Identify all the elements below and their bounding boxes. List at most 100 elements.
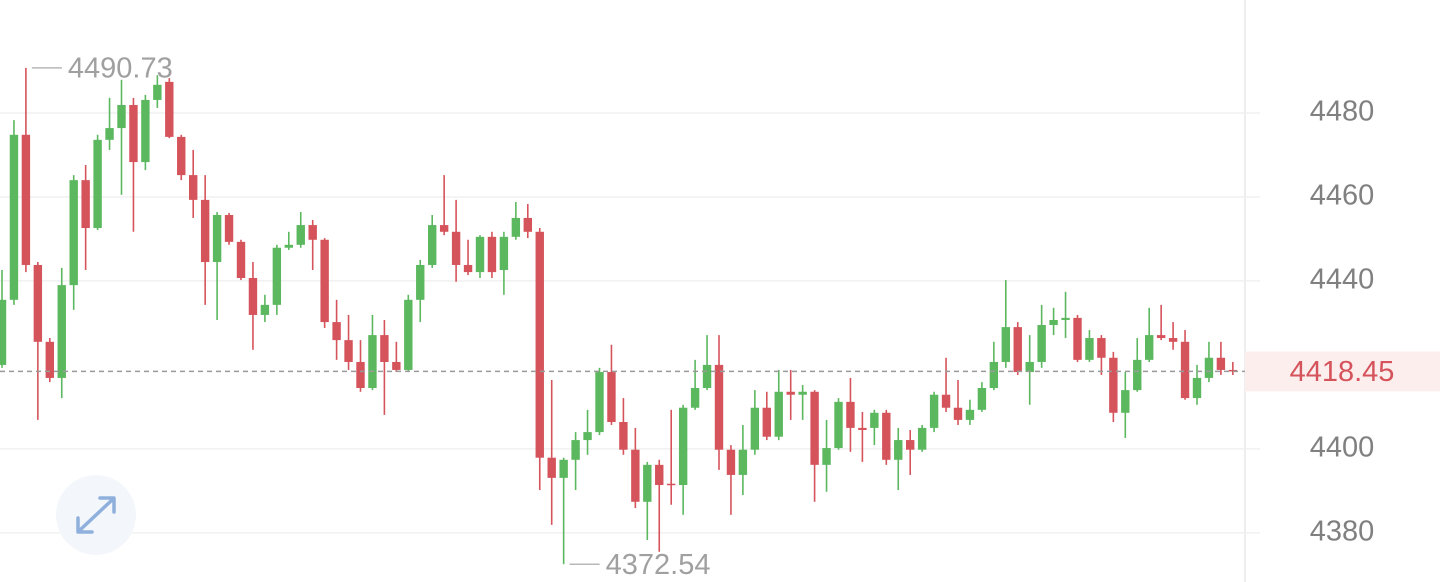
candle-body [439, 225, 449, 232]
candle-body [1097, 338, 1106, 358]
candle-body [1145, 335, 1154, 360]
candle-body [1061, 317, 1070, 320]
candle-body [200, 199, 210, 263]
candle-body [1037, 325, 1046, 362]
candle-body [428, 225, 437, 265]
candle-body [906, 440, 915, 450]
candle-body [1013, 327, 1022, 373]
candle-body [667, 483, 676, 486]
candle-body [248, 277, 258, 315]
candle-body [153, 84, 162, 100]
candle-body [1204, 357, 1214, 378]
overlay: 4490.73 4372.54 4418.45 [0, 53, 1440, 581]
grid: 4380 4400 4440 4460 4480 [0, 96, 1374, 548]
candle-body [607, 372, 616, 423]
candle-body [762, 407, 771, 437]
candle-body [284, 244, 293, 248]
candle-body [368, 335, 377, 388]
candle-body [1216, 357, 1226, 370]
candle-body [595, 372, 604, 433]
candle-body [822, 448, 831, 465]
candle-body [105, 128, 114, 140]
candle-body [1001, 327, 1010, 362]
candle-body [559, 459, 568, 478]
expand-button[interactable] [56, 475, 136, 555]
candle-body [93, 139, 102, 229]
candle-body [583, 432, 592, 441]
candle-body [977, 388, 987, 410]
candle-body [380, 335, 389, 362]
candle-body [272, 247, 282, 305]
candle-body [917, 427, 927, 450]
candle-body [941, 394, 951, 408]
candle-body [1180, 341, 1190, 399]
candle-body [523, 217, 532, 232]
y-tick-label: 4440 [1310, 264, 1375, 296]
candle-body [631, 449, 640, 502]
candle-body [953, 407, 963, 420]
candle-body [798, 391, 807, 395]
candle-body [224, 214, 234, 242]
last-price-tag [1245, 351, 1440, 392]
candle-body [117, 104, 126, 129]
candle-body [177, 136, 186, 176]
candle-body [356, 361, 365, 388]
candle-body [786, 391, 795, 395]
candle-body [738, 449, 748, 475]
candle-body [726, 449, 736, 475]
candle-body [965, 409, 975, 420]
candle-body [129, 104, 138, 163]
candle-body [571, 440, 580, 460]
candle-body [535, 231, 544, 458]
candle-body [643, 464, 652, 502]
candle-body [416, 264, 425, 300]
expand-icon[interactable] [76, 496, 116, 534]
high-label: 4490.73 [68, 53, 173, 85]
candle-body [1192, 377, 1202, 399]
candle-body [392, 361, 401, 370]
candle-body [499, 236, 509, 271]
candle-body [45, 341, 54, 378]
candle-body [882, 412, 891, 460]
candle-body [344, 340, 353, 362]
candle-body [547, 457, 556, 478]
y-tick-label: 4480 [1310, 96, 1375, 128]
candle-body [1073, 317, 1082, 360]
candle-body [9, 134, 19, 300]
candle-body [296, 225, 305, 245]
candle-body [1168, 338, 1178, 342]
candle-body [475, 236, 485, 273]
candle-body [1156, 335, 1166, 339]
candle-body [702, 364, 712, 388]
candle-body [989, 361, 999, 388]
candle-body [870, 412, 879, 428]
candle-body [165, 81, 174, 137]
candle-body [57, 285, 66, 378]
candle-body [463, 264, 473, 273]
candle-body [308, 225, 317, 240]
low-label: 4372.54 [606, 549, 711, 581]
candle-body [33, 264, 43, 342]
candle-body [404, 299, 413, 370]
candle-body [619, 422, 628, 450]
candles [0, 67, 1238, 565]
candle-body [690, 388, 700, 408]
candle-body [451, 231, 461, 265]
candle-body [1049, 319, 1058, 326]
candle-body [332, 322, 341, 341]
candle-body [929, 394, 939, 428]
candle-body [774, 391, 783, 437]
candle-body [0, 299, 7, 365]
last-price-label: 4418.45 [1290, 356, 1395, 388]
candle-body [81, 180, 90, 229]
candle-body [810, 391, 819, 465]
candle-body [1109, 357, 1118, 413]
candle-body [678, 407, 688, 485]
candle-body [236, 241, 246, 278]
y-tick-label: 4400 [1310, 432, 1375, 464]
candle-body [894, 440, 903, 460]
candle-body [655, 464, 664, 485]
y-tick-label: 4460 [1310, 180, 1375, 212]
candle-body [1025, 361, 1034, 373]
